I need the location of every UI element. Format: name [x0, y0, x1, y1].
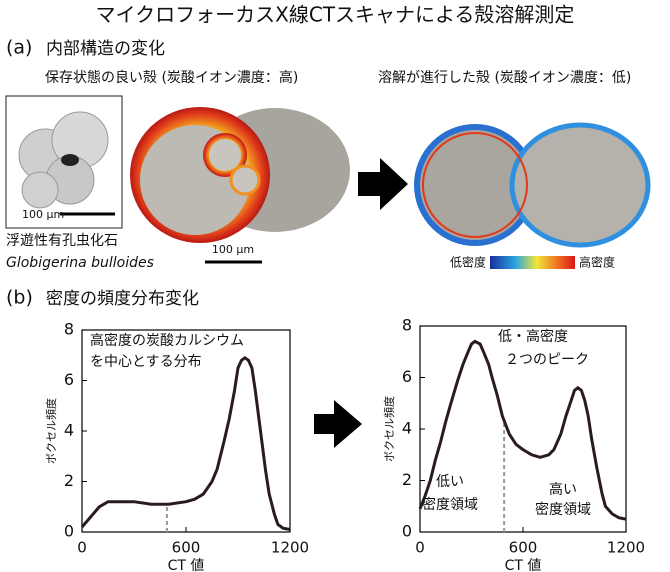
caption: 溶解が進行した殻 (炭酸イオン濃度：低)	[378, 70, 631, 86]
figure-title: マイクロフォーカスX線CTスキャナによる殻溶解測定	[96, 3, 575, 27]
y-tick-label: 4	[64, 421, 74, 440]
annotation: 密度領域	[422, 496, 478, 513]
y-tick-label: 2	[64, 471, 74, 490]
dissolved-section	[414, 122, 651, 248]
annotation: 高い	[549, 481, 577, 498]
caption: 保存状態の良い殻 (炭酸イオン濃度：高)	[45, 69, 298, 86]
data-line	[418, 339, 627, 521]
x-tick-label: 1200	[607, 539, 645, 557]
annotation: 密度領域	[535, 501, 591, 518]
x-axis-label: CT 値	[505, 558, 542, 572]
x-tick-label: 0	[77, 539, 87, 557]
x-tick-label: 0	[415, 539, 425, 557]
colorbar-label: 低密度	[450, 255, 486, 270]
y-tick-label: 0	[402, 522, 412, 541]
y-tick-label: 4	[402, 419, 412, 438]
colorbar-label: 高密度	[579, 255, 615, 270]
annotation: を中心とする分布	[90, 354, 202, 370]
section-title: 密度の頻度分布変化	[46, 289, 199, 309]
arrow	[314, 400, 362, 448]
arrow	[358, 158, 408, 210]
scale-label: 100 μm	[212, 243, 254, 256]
x-axis-label: CT 値	[168, 558, 205, 572]
y-tick-label: 0	[64, 522, 74, 541]
section-title: 内部構造の変化	[46, 39, 165, 59]
species-latin: Globigerina bulloides	[6, 255, 154, 271]
section-label: (a)	[6, 37, 32, 59]
y-tick-label: 6	[64, 370, 74, 389]
y-tick-label: 6	[402, 367, 412, 386]
annotation: ２つのピーク	[505, 352, 589, 368]
y-axis-label: ボクセル頻度	[44, 398, 58, 464]
annotation: 低い	[436, 474, 464, 490]
colorbar	[490, 256, 575, 269]
specimen-photo: 100 μm	[5, 95, 123, 229]
x-tick-label: 1200	[271, 539, 309, 557]
y-tick-label: 2	[402, 470, 412, 489]
intact-section: 100 μm	[130, 107, 350, 264]
section-label: (b)	[6, 287, 33, 309]
x-tick-label: 600	[509, 539, 538, 557]
scale-label: 100 μm	[22, 208, 64, 221]
y-axis-label: ボクセル頻度	[382, 396, 396, 462]
y-tick-label: 8	[64, 320, 74, 339]
annotation: 低・高密度	[498, 328, 568, 345]
x-tick-label: 600	[172, 539, 201, 557]
species-name: 浮遊性有孔虫化石	[6, 233, 118, 249]
annotation: 高密度の炭酸カルシウム	[90, 332, 244, 349]
y-tick-label: 8	[402, 316, 412, 335]
data-line	[80, 355, 291, 531]
